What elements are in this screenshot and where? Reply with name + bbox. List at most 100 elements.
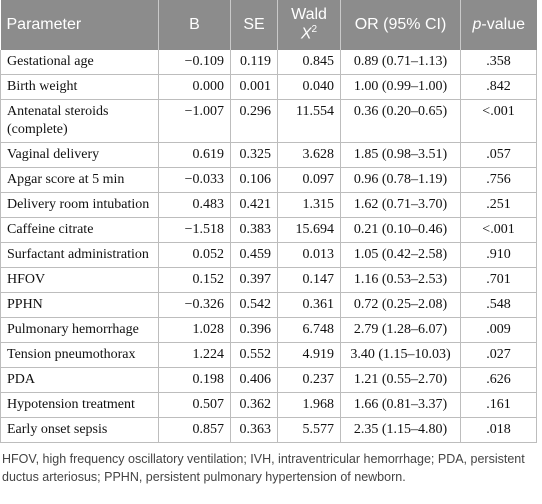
table-row: PDA 0.198 0.406 0.237 1.21 (0.55–2.70) .626 xyxy=(0,367,537,393)
header-text: -value xyxy=(481,16,525,33)
cell: 11.554 xyxy=(277,99,341,143)
cell: 1.16 (0.53–2.53) xyxy=(340,267,461,293)
cell: 0.097 xyxy=(277,167,341,193)
cell: .018 xyxy=(460,417,537,443)
cell: 0.421 xyxy=(230,192,278,218)
row-label: Delivery room intubation xyxy=(0,192,159,218)
table-row: Antenatal steroids (complete) −1.007 0.296… xyxy=(0,99,537,143)
header-cell: Parameter xyxy=(0,0,159,50)
cell: .027 xyxy=(460,342,537,368)
row-label: Caffeine citrate xyxy=(0,217,159,243)
cell: 6.748 xyxy=(277,317,341,343)
cell: 0.362 xyxy=(230,392,278,418)
header-cell: SE xyxy=(230,0,278,50)
header-sup: 2 xyxy=(311,24,318,36)
cell: 1.00 (0.99–1.00) xyxy=(340,74,461,100)
row-label: Tension pneumothorax xyxy=(0,342,159,368)
header-cell: p-value xyxy=(460,0,537,50)
cell: 1.028 xyxy=(158,317,231,343)
row-label: Gestational age xyxy=(0,50,159,75)
header-text: B xyxy=(189,16,200,33)
row-label: PDA xyxy=(0,367,159,393)
cell: 1.62 (0.71–3.70) xyxy=(340,192,461,218)
table-row: Caffeine citrate −1.518 0.383 15.694 0.21 (0… xyxy=(0,217,537,243)
cell: 0.040 xyxy=(277,74,341,100)
cell: 0.845 xyxy=(277,50,341,75)
cell: −0.326 xyxy=(158,292,231,318)
cell: 0.198 xyxy=(158,367,231,393)
table-row: HFOV 0.152 0.397 0.147 1.16 (0.53–2.53) .701 xyxy=(0,267,537,293)
cell: 0.325 xyxy=(230,142,278,168)
cell: 1.85 (0.98–3.51) xyxy=(340,142,461,168)
cell: 0.147 xyxy=(277,267,341,293)
header-text: Wald xyxy=(291,6,327,24)
cell: 0.36 (0.20–0.65) xyxy=(340,99,461,143)
table-row: Gestational age −0.109 0.119 0.845 0.89 (0.7… xyxy=(0,50,537,75)
cell: 1.66 (0.81–3.37) xyxy=(340,392,461,418)
header-cell: OR (95% CI) xyxy=(340,0,461,50)
row-label: Apgar score at 5 min xyxy=(0,167,159,193)
cell: 0.89 (0.71–1.13) xyxy=(340,50,461,75)
table-row: Hypotension treatment 0.507 0.362 1.968 1.66… xyxy=(0,392,537,418)
row-label: Antenatal steroids (complete) xyxy=(0,99,159,143)
cell: <.001 xyxy=(460,99,537,143)
row-label: Surfactant administration xyxy=(0,242,159,268)
cell: −0.033 xyxy=(158,167,231,193)
cell: 1.21 (0.55–2.70) xyxy=(340,367,461,393)
cell: 3.40 (1.15–10.03) xyxy=(340,342,461,368)
cell: 1.315 xyxy=(277,192,341,218)
table-row: Apgar score at 5 min −0.033 0.106 0.097 0.96… xyxy=(0,167,537,193)
cell: 0.21 (0.10–0.46) xyxy=(340,217,461,243)
cell: 15.694 xyxy=(277,217,341,243)
table-header: Parameter B SE Wald X2 OR (95% CI) p-value xyxy=(0,0,537,50)
cell: <.001 xyxy=(460,217,537,243)
cell: 0.361 xyxy=(277,292,341,318)
cell: 0.397 xyxy=(230,267,278,293)
cell: .842 xyxy=(460,74,537,100)
cell: 0.296 xyxy=(230,99,278,143)
cell: 0.106 xyxy=(230,167,278,193)
cell: 0.406 xyxy=(230,367,278,393)
cell: 0.000 xyxy=(158,74,231,100)
header-symbol: X xyxy=(300,25,312,43)
cell: .251 xyxy=(460,192,537,218)
header-text: SE xyxy=(243,16,265,33)
cell: 0.052 xyxy=(158,242,231,268)
cell: 1.968 xyxy=(277,392,341,418)
cell: .701 xyxy=(460,267,537,293)
header-row: Parameter B SE Wald X2 OR (95% CI) p-value xyxy=(0,0,537,50)
cell: 2.79 (1.28–6.07) xyxy=(340,317,461,343)
cell: 0.542 xyxy=(230,292,278,318)
cell: .009 xyxy=(460,317,537,343)
cell: 0.459 xyxy=(230,242,278,268)
table-row: Pulmonary hemorrhage 1.028 0.396 6.748 2.79 … xyxy=(0,317,537,343)
row-label: Early onset sepsis xyxy=(0,417,159,443)
cell: 0.96 (0.78–1.19) xyxy=(340,167,461,193)
header-cell: B xyxy=(158,0,231,50)
table-row: Vaginal delivery 0.619 0.325 3.628 1.85 (0.9… xyxy=(0,142,537,168)
cell: 0.552 xyxy=(230,342,278,368)
cell: .057 xyxy=(460,142,537,168)
cell: 0.001 xyxy=(230,74,278,100)
row-label: Vaginal delivery xyxy=(0,142,159,168)
table-body: Gestational age −0.109 0.119 0.845 0.89 (0.7… xyxy=(0,50,537,443)
cell: .358 xyxy=(460,50,537,75)
cell: 0.237 xyxy=(277,367,341,393)
cell: 0.383 xyxy=(230,217,278,243)
header-italic: p xyxy=(472,16,482,33)
cell: 5.577 xyxy=(277,417,341,443)
row-label: Birth weight xyxy=(0,74,159,100)
header-cell: Wald X2 xyxy=(277,0,341,50)
table-row: Tension pneumothorax 1.224 0.552 4.919 3.40 … xyxy=(0,342,537,368)
cell: .756 xyxy=(460,167,537,193)
table-row: Early onset sepsis 0.857 0.363 5.577 2.35 (1… xyxy=(0,417,537,443)
cell: 3.628 xyxy=(277,142,341,168)
cell: .910 xyxy=(460,242,537,268)
cell: 0.363 xyxy=(230,417,278,443)
cell: −1.518 xyxy=(158,217,231,243)
cell: 0.152 xyxy=(158,267,231,293)
header-text: Parameter xyxy=(6,16,82,33)
table-row: PPHN −0.326 0.542 0.361 0.72 (0.25–2.08) .548 xyxy=(0,292,537,318)
table-row: Birth weight 0.000 0.001 0.040 1.00 (0.99–1.… xyxy=(0,74,537,100)
